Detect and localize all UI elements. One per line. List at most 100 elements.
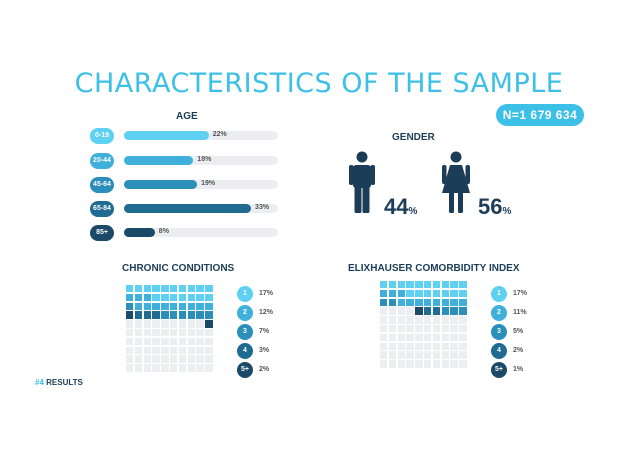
waffle-cell bbox=[134, 337, 143, 346]
waffle-cell bbox=[152, 285, 160, 293]
waffle-cell bbox=[388, 298, 397, 306]
waffle-cell bbox=[380, 351, 388, 359]
waffle-cell bbox=[178, 320, 187, 328]
waffle-cell bbox=[450, 281, 458, 289]
waffle-cell bbox=[406, 325, 414, 333]
waffle-cell bbox=[415, 325, 423, 333]
waffle-cell bbox=[143, 293, 151, 302]
waffle-cell bbox=[196, 337, 204, 346]
legend-percent: 5% bbox=[513, 328, 524, 335]
waffle-cell bbox=[126, 285, 134, 293]
waffle-cell bbox=[441, 333, 449, 342]
waffle-cell bbox=[161, 302, 169, 310]
waffle-cell bbox=[424, 307, 432, 315]
waffle-cell bbox=[143, 346, 151, 354]
gender-title: GENDER bbox=[392, 132, 435, 143]
waffle-cell bbox=[196, 329, 204, 337]
age-category-label: 0-19 bbox=[90, 127, 114, 144]
legend-percent: 11% bbox=[513, 309, 527, 316]
waffle-cell bbox=[170, 337, 178, 346]
waffle-cell bbox=[196, 364, 204, 372]
age-bar-track bbox=[124, 156, 278, 165]
waffle-cell bbox=[415, 281, 423, 289]
waffle-cell bbox=[380, 281, 388, 289]
waffle-cell bbox=[406, 316, 414, 324]
waffle-cell bbox=[152, 302, 160, 310]
waffle-cell bbox=[441, 316, 449, 324]
waffle-cell bbox=[450, 307, 458, 315]
waffle-cell bbox=[152, 329, 160, 337]
waffle-cell bbox=[406, 298, 414, 306]
waffle-cell bbox=[143, 285, 151, 293]
waffle-cell bbox=[459, 298, 467, 306]
legend-marker: 5+ bbox=[491, 362, 507, 378]
page-title: CHARACTERISTICS OF THE SAMPLE bbox=[74, 68, 564, 99]
waffle-cell bbox=[380, 342, 388, 350]
waffle-cell bbox=[441, 325, 449, 333]
age-bar bbox=[124, 228, 155, 237]
legend-marker: 5+ bbox=[237, 362, 253, 378]
waffle-cell bbox=[161, 355, 169, 363]
waffle-cell bbox=[397, 307, 405, 315]
waffle-cell bbox=[424, 298, 432, 306]
age-bar bbox=[124, 156, 194, 165]
waffle-cell bbox=[388, 342, 397, 350]
male-icon bbox=[349, 151, 375, 213]
legend-percent: 2% bbox=[513, 347, 524, 354]
waffle-cell bbox=[170, 346, 178, 354]
legend-percent: 7% bbox=[259, 328, 270, 335]
waffle-cell bbox=[397, 342, 405, 350]
waffle-cell bbox=[178, 311, 187, 319]
waffle-cell bbox=[441, 342, 449, 350]
waffle-cell bbox=[152, 364, 160, 372]
waffle-cell bbox=[441, 351, 449, 359]
waffle-cell bbox=[388, 325, 397, 333]
legend-percent: 1% bbox=[513, 366, 524, 373]
waffle-cell bbox=[205, 311, 213, 319]
age-bar-value-label: 22% bbox=[212, 130, 227, 138]
waffle-cell bbox=[415, 333, 423, 342]
legend-marker: 2 bbox=[491, 305, 507, 321]
waffle-cell bbox=[459, 316, 467, 324]
waffle-cell bbox=[178, 285, 187, 293]
waffle-cell bbox=[406, 289, 414, 298]
waffle-cell bbox=[126, 364, 134, 372]
sample-size-badge: N=1 679 634 bbox=[496, 104, 584, 126]
waffle-cell bbox=[170, 311, 178, 319]
waffle-cell bbox=[205, 355, 213, 363]
waffle-cell bbox=[196, 311, 204, 319]
age-bar-track bbox=[124, 180, 278, 189]
waffle-cell bbox=[161, 337, 169, 346]
waffle-cell bbox=[143, 329, 151, 337]
waffle-cell bbox=[397, 333, 405, 342]
footer-section-number: #4 bbox=[35, 378, 44, 387]
waffle-cell bbox=[187, 346, 195, 354]
waffle-cell bbox=[178, 293, 187, 302]
waffle-cell bbox=[170, 320, 178, 328]
legend-marker: 1 bbox=[237, 286, 253, 302]
waffle-cell bbox=[178, 302, 187, 310]
waffle-cell bbox=[441, 307, 449, 315]
waffle-cell bbox=[143, 320, 151, 328]
legend-marker: 2 bbox=[237, 305, 253, 321]
waffle-cell bbox=[415, 316, 423, 324]
waffle-cell bbox=[205, 285, 213, 293]
waffle-cell bbox=[432, 325, 441, 333]
waffle-cell bbox=[397, 351, 405, 359]
waffle-cell bbox=[432, 298, 441, 306]
waffle-cell bbox=[432, 333, 441, 342]
waffle-cell bbox=[161, 320, 169, 328]
legend-percent: 3% bbox=[259, 347, 270, 354]
waffle-cell bbox=[459, 281, 467, 289]
waffle-cell bbox=[143, 364, 151, 372]
waffle-cell bbox=[406, 281, 414, 289]
age-bar-value-label: 33% bbox=[255, 203, 270, 211]
waffle-cell bbox=[205, 320, 213, 328]
waffle-cell bbox=[152, 320, 160, 328]
age-bar-value-label: 8% bbox=[158, 227, 169, 235]
waffle-cell bbox=[388, 289, 397, 298]
waffle-cell bbox=[178, 364, 187, 372]
legend-marker: 4 bbox=[491, 343, 507, 359]
waffle-cell bbox=[161, 311, 169, 319]
waffle-cell bbox=[415, 307, 423, 315]
